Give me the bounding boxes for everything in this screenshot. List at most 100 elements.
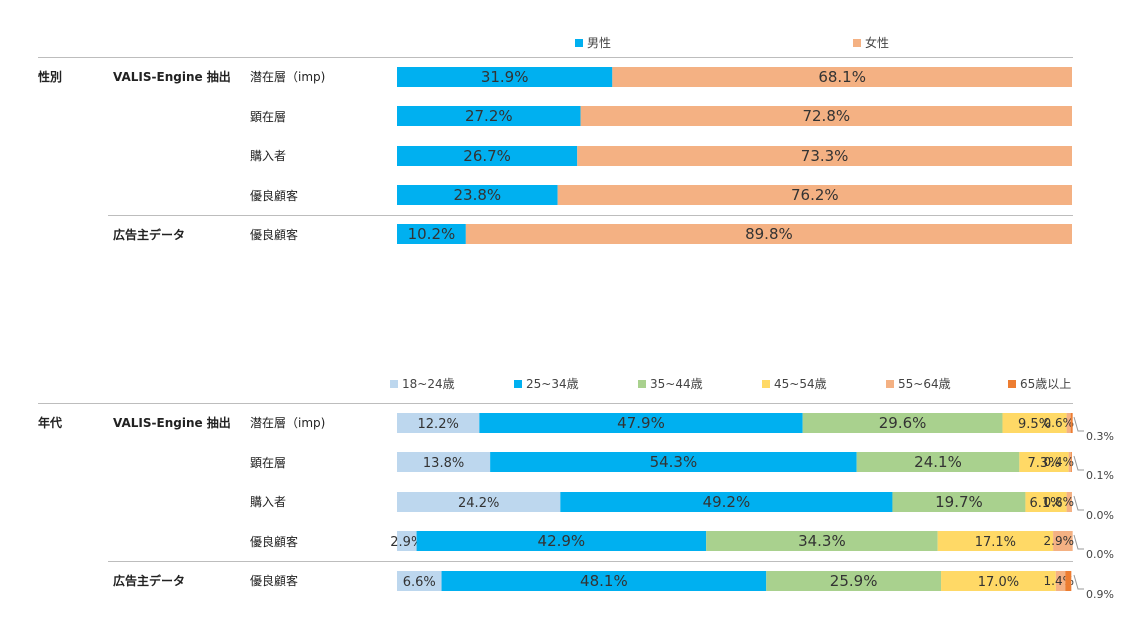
legend-swatch-35-44	[638, 379, 646, 388]
label-age-row3-series1: 42.9%	[538, 532, 586, 550]
bar-gender-row4-series1	[465, 224, 1073, 244]
bar-age-row4-series5	[1065, 571, 1072, 591]
bar-gender-row3-series1	[557, 185, 1072, 205]
label-age-row0-series3: 9.5%	[1018, 417, 1051, 432]
bar-age-row0-series2	[802, 413, 1003, 433]
label-age-row3-series5: 0.0%	[1086, 548, 1114, 561]
label-age-row2-series2: 19.7%	[935, 493, 983, 511]
legend-label-55-64: 55~64歳	[898, 377, 951, 391]
age-row-label-adv-loyal: 優良顧客	[250, 574, 299, 588]
age-legend-25-34: 25~34歳	[514, 375, 579, 392]
gender-group-divider	[108, 215, 1073, 216]
bar-age-row1-series0	[397, 452, 491, 472]
bar-gender-row1-series0	[397, 106, 581, 126]
bar-gender-row1-series1	[580, 106, 1072, 126]
gender-stacked-bar-chart: 31.9% 68.1% 27.2% 72.8% 26.7% 73.3% 23.8% 76.2%…	[397, 67, 1073, 244]
bar-age-row2-series4	[1066, 492, 1072, 512]
label-age-row2-series0: 24.2%	[458, 496, 499, 511]
legend-label-18-24: 18~24歳	[402, 377, 455, 391]
leader-age-row3	[1073, 534, 1084, 550]
bar-age-row2-series1	[560, 492, 893, 512]
label-gender-row0-series0: 31.9%	[481, 68, 529, 86]
bar-age-row3-series2	[706, 531, 938, 551]
gender-legend-female: 女性	[853, 34, 889, 51]
bar-gender-row3-series0	[397, 185, 558, 205]
leader-age-row0	[1073, 416, 1084, 432]
bar-gender-row4-series0	[397, 224, 466, 244]
bar-age-row2-series0	[397, 492, 561, 512]
label-gender-row2-series1: 73.3%	[801, 147, 849, 165]
gender-group-valis: VALIS-Engine 抽出	[113, 70, 231, 84]
age-row-label-latent: 潜在層（imp)	[250, 416, 326, 430]
age-legend-35-44: 35~44歳	[638, 375, 703, 392]
bar-age-row4-series0	[397, 571, 442, 591]
label-age-row2-series3: 6.1%	[1029, 496, 1062, 511]
label-age-row4-series1: 48.1%	[580, 572, 628, 590]
bar-age-row1-series2	[856, 452, 1020, 472]
legend-swatch-65plus	[1008, 379, 1016, 388]
legend-swatch-55-64	[886, 379, 894, 388]
age-legend-18-24: 18~24歳	[390, 375, 455, 392]
legend-label-45-54: 45~54歳	[774, 377, 827, 391]
label-age-row1-series5: 0.1%	[1086, 469, 1114, 482]
label-age-row3-series3: 17.1%	[975, 535, 1016, 550]
bar-age-row3-series3	[937, 531, 1054, 551]
label-age-row3-series4: 2.9%	[1044, 534, 1075, 548]
legend-label-25-34: 25~34歳	[526, 377, 579, 391]
bar-age-row1-series4	[1068, 452, 1072, 472]
label-age-row1-series1: 54.3%	[650, 453, 698, 471]
legend-label-female: 女性	[865, 36, 890, 50]
legend-label-65plus: 65歳以上	[1020, 377, 1072, 391]
leader-age-row2	[1073, 495, 1084, 511]
bar-gender-row0-series0	[397, 67, 613, 87]
age-top-divider	[38, 403, 1073, 404]
label-age-row1-series4: 0.4%	[1044, 455, 1075, 469]
label-age-row0-series2: 29.6%	[879, 414, 927, 432]
age-group-divider	[108, 561, 1073, 562]
label-age-row4-series0: 6.6%	[403, 575, 436, 590]
label-age-row0-series4: 0.6%	[1044, 416, 1075, 430]
gender-legend-male: 男性	[575, 34, 611, 51]
age-row-label-aware: 顕在層	[250, 456, 287, 470]
bar-age-row0-series5	[1070, 413, 1073, 433]
age-group-advertiser: 広告主データ	[113, 574, 186, 588]
label-age-row4-series3: 17.0%	[978, 575, 1019, 590]
legend-swatch-18-24	[390, 379, 398, 388]
label-age-row4-series5: 0.9%	[1086, 588, 1114, 601]
bar-age-row2-series3	[1025, 492, 1067, 512]
leader-age-row4	[1073, 574, 1084, 590]
label-gender-row4-series0: 10.2%	[408, 225, 456, 243]
legend-swatch-female	[853, 38, 861, 47]
legend-label-male: 男性	[587, 36, 612, 50]
bar-age-row3-series0	[397, 531, 417, 551]
section-label-gender: 性別	[38, 70, 63, 84]
bar-age-row0-series3	[1002, 413, 1067, 433]
bar-age-row2-series2	[892, 492, 1026, 512]
section-label-age: 年代	[38, 416, 63, 430]
label-gender-row4-series1: 89.8%	[745, 225, 793, 243]
label-age-row0-series0: 12.2%	[418, 417, 459, 432]
gender-row-label-loyal: 優良顧客	[250, 189, 299, 203]
label-age-row0-series5: 0.3%	[1086, 430, 1114, 443]
bar-age-row4-series3	[941, 571, 1056, 591]
label-age-row3-series0: 2.9%	[390, 535, 423, 550]
age-group-valis: VALIS-Engine 抽出	[113, 416, 231, 430]
bar-age-row3-series1	[416, 531, 707, 551]
gender-group-advertiser: 広告主データ	[113, 228, 186, 242]
bar-gender-row2-series0	[397, 146, 578, 166]
label-age-row2-series1: 49.2%	[703, 493, 751, 511]
label-age-row1-series0: 13.8%	[423, 456, 464, 471]
age-legend-45-54: 45~54歳	[762, 375, 827, 392]
age-row-label-purchaser: 購入者	[250, 495, 287, 509]
legend-swatch-45-54	[762, 379, 770, 388]
leader-age-row1	[1073, 455, 1084, 471]
label-age-row0-series1: 47.9%	[617, 414, 665, 432]
gender-top-divider	[38, 57, 1073, 58]
label-gender-row3-series1: 76.2%	[791, 186, 839, 204]
bar-age-row1-series3	[1019, 452, 1069, 472]
label-gender-row3-series0: 23.8%	[453, 186, 501, 204]
label-age-row4-series2: 25.9%	[830, 572, 878, 590]
age-legend-55-64: 55~64歳	[886, 375, 951, 392]
legend-swatch-25-34	[514, 379, 522, 388]
